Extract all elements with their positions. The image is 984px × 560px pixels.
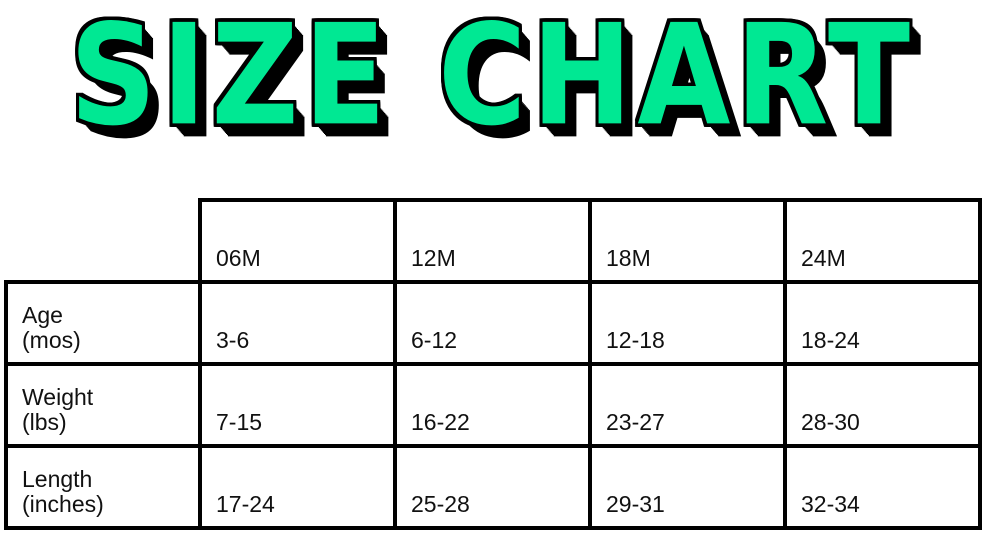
- row-label-age-unit: (mos): [22, 327, 81, 354]
- table-header-row: 06M 12M 18M 24M: [6, 198, 982, 284]
- row-label-length: Length (inches): [4, 444, 202, 530]
- table-row-length: Length (inches) 17-24 25-28 29-31 32-34: [4, 444, 982, 530]
- size-chart-table: 06M 12M 18M 24M Age (mos) 3-6 6-12 12-18…: [4, 198, 982, 530]
- cell-length-24m: 32-34: [783, 444, 982, 530]
- table-corner-cell: [6, 200, 200, 282]
- cell-length-18m: 29-31: [588, 444, 787, 530]
- row-label-weight: Weight (lbs): [4, 362, 202, 448]
- cell-age-12m: 6-12: [393, 280, 592, 366]
- table-row-weight: Weight (lbs) 7-15 16-22 23-27 28-30: [4, 362, 982, 448]
- row-label-length-main: Length: [22, 465, 93, 492]
- table-row-age: Age (mos) 3-6 6-12 12-18 18-24: [4, 280, 982, 366]
- cell-age-06m: 3-6: [198, 280, 397, 366]
- column-header-06m: 06M: [198, 198, 397, 284]
- row-label-weight-main: Weight: [22, 383, 94, 410]
- column-header-18m: 18M: [588, 198, 787, 284]
- row-label-age: Age (mos): [4, 280, 202, 366]
- cell-length-06m: 17-24: [198, 444, 397, 530]
- cell-weight-18m: 23-27: [588, 362, 787, 448]
- row-label-weight-unit: (lbs): [22, 409, 67, 436]
- page-title: SIZE CHART: [69, 0, 915, 157]
- cell-weight-06m: 7-15: [198, 362, 397, 448]
- row-label-length-unit: (inches): [22, 491, 104, 518]
- cell-weight-12m: 16-22: [393, 362, 592, 448]
- cell-age-24m: 18-24: [783, 280, 982, 366]
- row-label-age-main: Age: [22, 301, 63, 328]
- cell-weight-24m: 28-30: [783, 362, 982, 448]
- page-title-banner: SIZE CHART: [0, 0, 984, 150]
- column-header-12m: 12M: [393, 198, 592, 284]
- column-header-24m: 24M: [783, 198, 982, 284]
- cell-length-12m: 25-28: [393, 444, 592, 530]
- cell-age-18m: 12-18: [588, 280, 787, 366]
